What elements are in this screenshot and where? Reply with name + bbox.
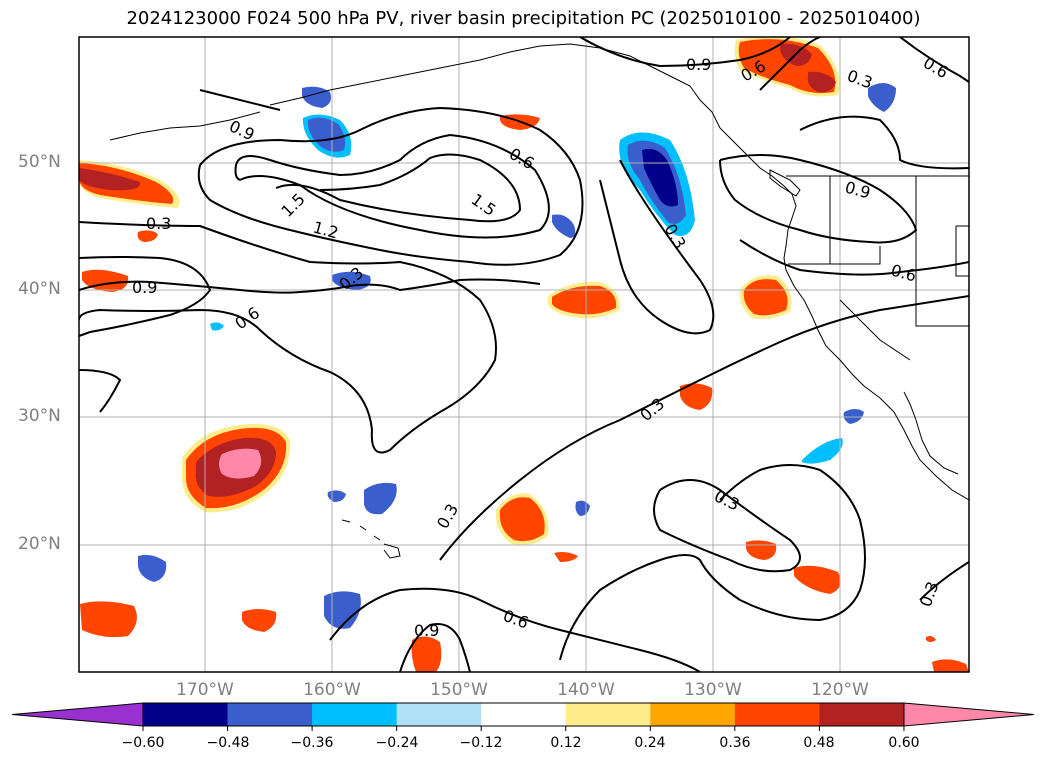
gridlines	[79, 37, 969, 672]
colorbar-tick: −0.12	[459, 735, 503, 751]
latitude-label: 30°N	[18, 406, 61, 426]
neg-blob	[210, 322, 224, 331]
state-border	[839, 299, 911, 361]
pv-contour	[399, 623, 471, 672]
longitude-label: 160°W	[303, 680, 361, 700]
longitude-label: 130°W	[684, 680, 742, 700]
alaska-coast	[269, 43, 743, 151]
pos-blob	[79, 168, 141, 191]
neg-blob	[868, 83, 896, 112]
pos-blob	[499, 497, 545, 542]
pv-contour	[199, 89, 281, 111]
pv-contour	[799, 115, 969, 170]
map-background	[79, 37, 969, 672]
bc-coast	[741, 149, 969, 501]
pos-blob	[680, 383, 713, 410]
coastlines	[109, 43, 969, 559]
hawaii	[341, 519, 401, 559]
state-border	[915, 176, 969, 327]
pv-contour	[919, 561, 969, 601]
colorbar-tick: 0.12	[550, 735, 582, 751]
pv-contour	[197, 106, 584, 266]
colorbar-tick: 0.36	[719, 735, 751, 751]
map-frame	[78, 36, 970, 673]
pos-blob	[411, 636, 442, 672]
map-title: 2024123000 F024 500 hPa PV, river basin …	[126, 8, 921, 29]
pos-blob	[242, 609, 277, 632]
longitude-label: 170°W	[176, 680, 234, 700]
pv-contour	[79, 221, 497, 454]
neg-blob	[802, 438, 843, 464]
pv-contour	[79, 256, 212, 337]
pos-blob	[554, 552, 578, 562]
bc-border-box	[955, 225, 969, 277]
colorbar-tick: −0.36	[290, 735, 334, 751]
pv-contour	[579, 37, 791, 68]
pv-contour	[329, 587, 701, 672]
longitude-label: 120°W	[811, 680, 869, 700]
baja-coast	[903, 391, 959, 475]
pos-blob	[137, 230, 158, 242]
pv-contour	[439, 295, 969, 561]
colorbar-tick: −0.60	[121, 735, 165, 751]
latitude-label: 50°N	[18, 152, 61, 172]
neg-blob	[138, 554, 167, 582]
contour-label: 0.9	[414, 621, 439, 640]
longitude-label: 140°W	[557, 680, 615, 700]
neg-blob	[307, 117, 346, 152]
colorbar-tick: 0.48	[803, 735, 835, 751]
colorbar-tick: 0.24	[634, 735, 666, 751]
vancouver-island	[769, 169, 801, 197]
pv-contour	[899, 37, 969, 83]
pv-contour	[234, 133, 550, 239]
pos-blob	[807, 71, 836, 93]
pv-contour	[79, 278, 541, 294]
pv-contour	[79, 369, 122, 413]
colorbar-tick: −0.24	[375, 735, 419, 751]
neg-blob	[324, 591, 361, 629]
pos-blob	[794, 565, 841, 594]
latitude-label: 40°N	[18, 279, 61, 299]
aleutians	[109, 111, 261, 141]
state-border	[788, 246, 881, 265]
pv-contour	[653, 479, 801, 573]
latitude-label: 20°N	[18, 534, 61, 554]
colorbar-tick: 0.60	[888, 735, 920, 751]
pv-contour	[759, 37, 821, 91]
pos-blob	[219, 448, 262, 479]
pos-blob	[926, 636, 936, 642]
contour-label: 0.9	[132, 278, 157, 297]
pv-contour	[739, 239, 969, 276]
pv-contours	[79, 37, 969, 672]
contour-label: 0.3	[146, 214, 171, 233]
pos-blob	[743, 279, 788, 316]
neg-blob	[552, 214, 576, 238]
longitude-label: 150°W	[430, 680, 488, 700]
pv-contour	[559, 464, 866, 661]
pv-contour	[719, 154, 918, 244]
pos-blob	[552, 285, 617, 315]
pos-blob	[932, 659, 969, 672]
pv-contour	[275, 153, 522, 223]
precip-shading	[79, 37, 969, 672]
contour-label: 0.9	[686, 55, 711, 74]
neg-blob	[364, 482, 397, 515]
pos-blob	[80, 601, 137, 638]
pv-contour	[599, 159, 715, 335]
colorbar-tick: −0.48	[206, 735, 250, 751]
